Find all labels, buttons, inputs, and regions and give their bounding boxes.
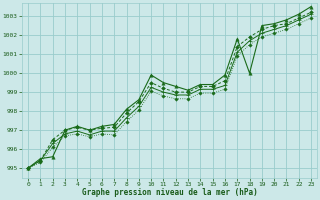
X-axis label: Graphe pression niveau de la mer (hPa): Graphe pression niveau de la mer (hPa) [82, 188, 258, 197]
